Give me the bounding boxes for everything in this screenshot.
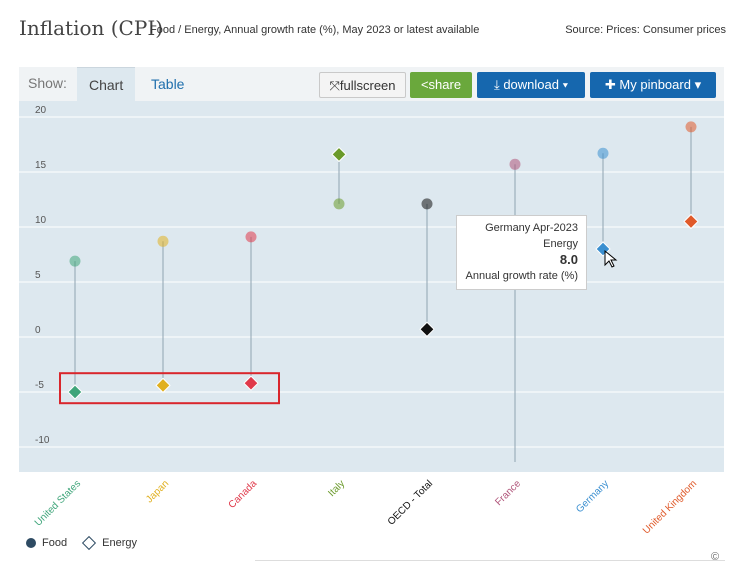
y-tick-label: 10: [35, 215, 47, 226]
legend-item-energy[interactable]: Energy: [82, 536, 137, 551]
copyright: ©: [711, 551, 720, 563]
energy-point: [155, 377, 171, 394]
tab-chart[interactable]: Chart: [77, 67, 136, 102]
tooltip: Germany Apr-2023 Energy 8.0 Annual growt…: [456, 215, 587, 290]
food-point: [421, 198, 433, 210]
energy-point: [67, 384, 83, 400]
tab-table[interactable]: Table: [151, 76, 185, 92]
chart-header: Inflation (CPI) Food / Energy, Annual gr…: [0, 0, 753, 60]
x-tick-label: OECD - Total: [386, 478, 435, 527]
mouse-cursor-icon: [604, 249, 618, 268]
y-tick-label: -10: [35, 435, 50, 446]
legend-item-food[interactable]: Food: [26, 537, 67, 549]
chart-title: Inflation (CPI): [19, 16, 164, 40]
energy-point: [683, 213, 699, 230]
x-tick-label: United States: [33, 478, 83, 528]
highlight-box: [59, 372, 280, 405]
y-tick-label: 20: [35, 105, 47, 116]
energy-point: [243, 375, 259, 391]
chart-source: Source: Prices: Consumer prices: [565, 24, 726, 36]
food-point: [245, 231, 257, 243]
legend: Food Energy: [26, 536, 151, 551]
food-point: [333, 198, 345, 210]
x-tick-label: Japan: [144, 478, 171, 505]
circle-marker-icon: [26, 538, 36, 549]
plot-area: [19, 101, 724, 472]
food-point: [685, 121, 697, 133]
legend-label-food: Food: [42, 537, 68, 549]
y-tick-label: 15: [35, 160, 47, 171]
energy-point: [419, 321, 435, 338]
food-point: [597, 147, 609, 159]
y-tick-label: -5: [35, 380, 44, 391]
x-tick-label: Canada: [227, 478, 260, 511]
tooltip-unit: Annual growth rate (%): [465, 270, 579, 282]
energy-point: [331, 146, 347, 163]
x-tick-label: France: [493, 478, 523, 508]
legend-label-energy: Energy: [102, 537, 137, 549]
x-tick-label: Italy: [326, 478, 347, 499]
x-tick-label: Germany: [574, 478, 611, 515]
food-point: [157, 235, 169, 247]
food-point: [509, 158, 521, 170]
tooltip-title: Germany Apr-2023: [485, 222, 578, 234]
food-point: [69, 255, 81, 267]
show-label: Show:: [28, 75, 67, 91]
x-tick-label: United Kingdom: [641, 478, 699, 536]
y-tick-label: 5: [35, 270, 41, 281]
chart-subtitle: Food / Energy, Annual growth rate (%), M…: [150, 24, 480, 36]
divider: [255, 560, 725, 561]
y-tick-label: 0: [35, 325, 41, 336]
tooltip-series: Energy: [543, 238, 578, 250]
tooltip-value: 8.0: [559, 252, 578, 267]
diamond-marker-icon: [82, 536, 97, 551]
